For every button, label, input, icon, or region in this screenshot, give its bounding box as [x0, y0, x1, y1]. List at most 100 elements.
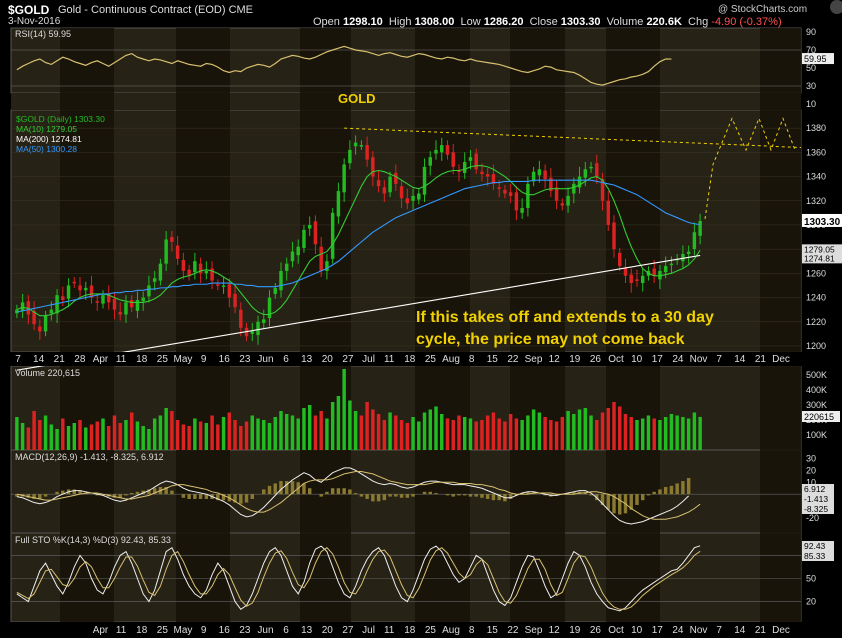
price-candle-43	[262, 319, 266, 323]
volume-bar-62	[371, 409, 375, 450]
high-label: High	[388, 16, 412, 28]
price-candle-69	[411, 195, 415, 201]
x-axis-bottom-label-7: 25	[157, 625, 169, 636]
price-candle-52	[313, 221, 318, 245]
macd-hist-bar-75	[445, 494, 450, 496]
price-candle-81	[480, 171, 484, 175]
x-axis-bottom-mask	[0, 622, 86, 638]
price-candle-25	[158, 263, 163, 281]
price-tick-7: 1240	[806, 293, 826, 303]
low-value: 1286.20	[483, 16, 524, 28]
volume-bar-117	[686, 418, 691, 450]
volume-bar-23	[147, 429, 151, 450]
price-candle-63	[376, 180, 381, 187]
rsi-tick-3: 30	[806, 81, 816, 91]
x-axis-bottom-label-9: 9	[201, 625, 207, 636]
price-candle-78	[462, 162, 467, 173]
macd-hist-bar-55	[330, 488, 335, 495]
volume-bar-96	[566, 411, 570, 450]
x-axis-top-label-16: 27	[342, 354, 354, 365]
volume-bar-73	[434, 406, 438, 450]
x-axis-bottom-label-33: Nov	[690, 625, 708, 636]
price-legend-3: MA(50) 1300.28	[16, 144, 77, 154]
macd-hist-bar-50	[302, 483, 306, 495]
price-candle-96	[566, 195, 570, 206]
price-candle-46	[279, 270, 283, 291]
price-candle-7	[55, 295, 59, 314]
price-candle-50	[302, 229, 306, 248]
macd-hist-bar-51	[307, 488, 312, 495]
x-axis-bottom-label-15: 20	[322, 625, 334, 636]
sto-tick-1: 50	[806, 574, 816, 584]
x-axis-top-label-35: 14	[734, 354, 746, 365]
volume-bar-46	[279, 411, 283, 450]
volume-bar-43	[262, 420, 266, 450]
macd-hist-bar-43	[262, 489, 266, 495]
macd-hist-bar-15	[101, 494, 105, 496]
volume-bar-54	[325, 418, 329, 450]
macd-hist-bar-14	[95, 494, 99, 496]
month-band-1	[176, 28, 230, 622]
macd-hist-bar-97	[572, 491, 576, 495]
price-candle-20	[129, 299, 134, 308]
price-candle-2	[26, 301, 31, 315]
price-candle-19	[124, 302, 128, 315]
rsi-tick-1: 70	[806, 45, 816, 55]
macd-hist-bar-87	[514, 494, 519, 496]
vol-tick-1: 400K	[806, 385, 827, 395]
volume-bar-66	[394, 415, 398, 450]
volume-bar-42	[256, 418, 260, 450]
chg-label: Chg	[688, 16, 709, 28]
volume-bar-118	[692, 412, 697, 450]
macd-hist-bar-36	[221, 494, 226, 501]
volume-bar-76	[451, 420, 455, 450]
x-axis-top-label-4: Apr	[93, 354, 109, 365]
price-candle-57	[342, 164, 346, 193]
price-candle-114	[669, 263, 674, 266]
x-axis-top-label-18: 11	[384, 354, 395, 365]
macd-hist-bar-104	[612, 494, 616, 514]
volume-bar-37	[227, 412, 232, 450]
price-candle-88	[520, 208, 524, 213]
volume-bar-83	[491, 412, 496, 450]
price-candle-75	[445, 145, 450, 155]
x-axis-top-label-12: Jun	[257, 354, 273, 365]
macd-hist-bar-21	[135, 491, 140, 495]
projection-zigzag	[704, 117, 796, 219]
volume-bar-111	[652, 418, 656, 450]
price-candle-41	[250, 331, 255, 334]
price-candle-108	[635, 279, 639, 281]
macd-hist-bar-80	[474, 494, 478, 497]
volume-bar-3	[32, 411, 36, 450]
macd-hist-bar-35	[216, 494, 220, 501]
chart-header: $GOLD Gold - Continuous Contract (EOD) C…	[0, 0, 842, 28]
price-candle-113	[663, 266, 668, 273]
price-candle-102	[600, 178, 605, 201]
volume-bar-7	[55, 429, 59, 450]
price-last-box	[802, 213, 842, 227]
macd-hist-bar-82	[485, 494, 490, 499]
price-candle-56	[336, 191, 341, 217]
price-candle-76	[451, 152, 455, 167]
low-label: Low	[460, 16, 481, 28]
price-candle-79	[468, 157, 473, 161]
price-candle-47	[285, 263, 289, 271]
volume-bar-119	[698, 416, 702, 450]
x-axis-top-label-11: 23	[239, 354, 251, 365]
x-axis-bottom-label-28: 26	[590, 625, 602, 636]
price-candle-31	[193, 261, 197, 273]
x-axis-bottom-label-25: Sep	[525, 625, 543, 636]
volume-bar-75	[445, 418, 450, 450]
price-candle-104	[612, 222, 616, 250]
macd-hist-bar-11	[78, 490, 82, 495]
macd-hist-bar-0	[15, 494, 19, 497]
volume-bar-64	[382, 420, 387, 450]
settings-icon[interactable]	[830, 0, 842, 14]
macd-hist-bar-38	[233, 494, 237, 503]
price-candle-29	[181, 260, 186, 271]
volume-bar-19	[124, 420, 128, 450]
x-axis-top-label-26: 12	[549, 354, 561, 365]
price-candle-18	[118, 312, 122, 315]
volume-bar-56	[336, 396, 341, 450]
price-candle-72	[428, 157, 432, 166]
